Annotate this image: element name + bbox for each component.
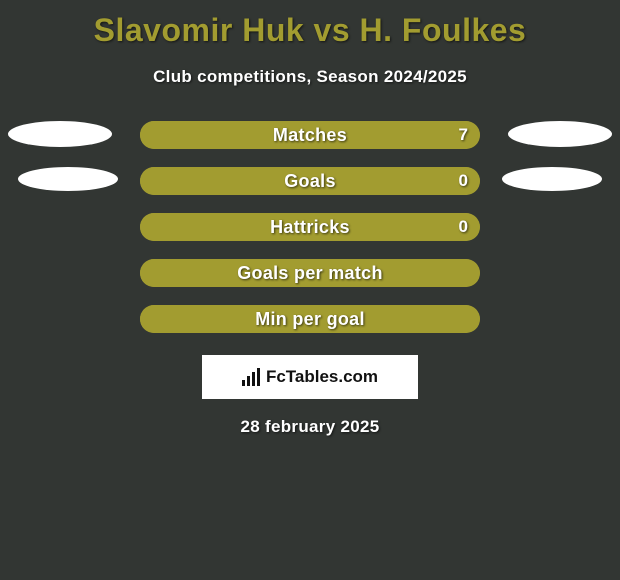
- stat-row: Min per goal: [0, 305, 620, 333]
- stat-value: 7: [459, 125, 468, 145]
- bars-icon: [242, 368, 260, 386]
- footer-brand-box: FcTables.com: [202, 355, 418, 399]
- bars-icon-bar: [247, 376, 250, 386]
- stat-label: Hattricks: [270, 217, 350, 238]
- footer-brand-text: FcTables.com: [266, 367, 378, 387]
- page-title: Slavomir Huk vs H. Foulkes: [0, 0, 620, 49]
- stat-row: Goals 0: [0, 167, 620, 195]
- stat-label: Goals: [284, 171, 336, 192]
- stat-row: Goals per match: [0, 259, 620, 287]
- stat-label: Matches: [273, 125, 347, 146]
- stat-bar: Hattricks 0: [140, 213, 480, 241]
- stat-bar: Goals 0: [140, 167, 480, 195]
- stat-label: Min per goal: [255, 309, 365, 330]
- stat-row: Hattricks 0: [0, 213, 620, 241]
- stat-label: Goals per match: [237, 263, 383, 284]
- stat-row: Matches 7: [0, 121, 620, 149]
- stat-value: 0: [459, 217, 468, 237]
- stat-bar: Goals per match: [140, 259, 480, 287]
- stat-bar: Matches 7: [140, 121, 480, 149]
- page-subtitle: Club competitions, Season 2024/2025: [0, 67, 620, 87]
- stat-bar: Min per goal: [140, 305, 480, 333]
- bars-icon-bar: [257, 368, 260, 386]
- bars-icon-bar: [242, 380, 245, 386]
- stat-value: 0: [459, 171, 468, 191]
- footer-date: 28 february 2025: [0, 417, 620, 437]
- stats-container: Matches 7 Goals 0 Hattricks 0 Goals per …: [0, 121, 620, 333]
- bars-icon-bar: [252, 372, 255, 386]
